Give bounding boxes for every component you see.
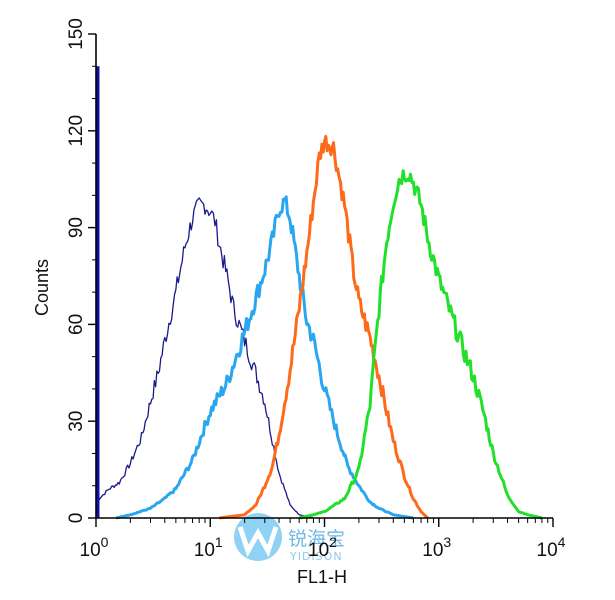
y-axis-title: Counts	[32, 259, 52, 316]
watermark-w-icon	[237, 526, 279, 558]
histogram-series-3	[219, 134, 429, 520]
plot-area	[95, 66, 543, 520]
x-tick-label: 100	[80, 534, 109, 561]
x-tick-label: 101	[194, 534, 223, 561]
y-tick-label: 60	[66, 314, 87, 335]
x-tick-label: 104	[537, 534, 566, 561]
x-tick-label: 103	[422, 534, 451, 561]
watermark-cn-text: 锐海宝	[288, 528, 345, 550]
y-tick-label: 150	[66, 18, 87, 50]
x-tick-label: 102	[308, 534, 337, 561]
y-tick-label: 120	[66, 115, 87, 147]
axes: 0 30 60 90 120 150 100 101 102 103 104	[66, 18, 566, 561]
watermark-logo: 锐海宝 YIDISON	[234, 513, 345, 563]
x-axis-title: FL1-H	[297, 567, 347, 587]
y-tick-label: 30	[66, 411, 87, 432]
y-tick-label: 90	[66, 217, 87, 238]
histogram-series-4	[298, 169, 543, 520]
watermark-en-text: YIDISON	[289, 550, 343, 563]
y-tick-label: 0	[66, 513, 87, 524]
histogram-series-2	[115, 195, 414, 520]
histogram-series-1	[95, 197, 314, 519]
